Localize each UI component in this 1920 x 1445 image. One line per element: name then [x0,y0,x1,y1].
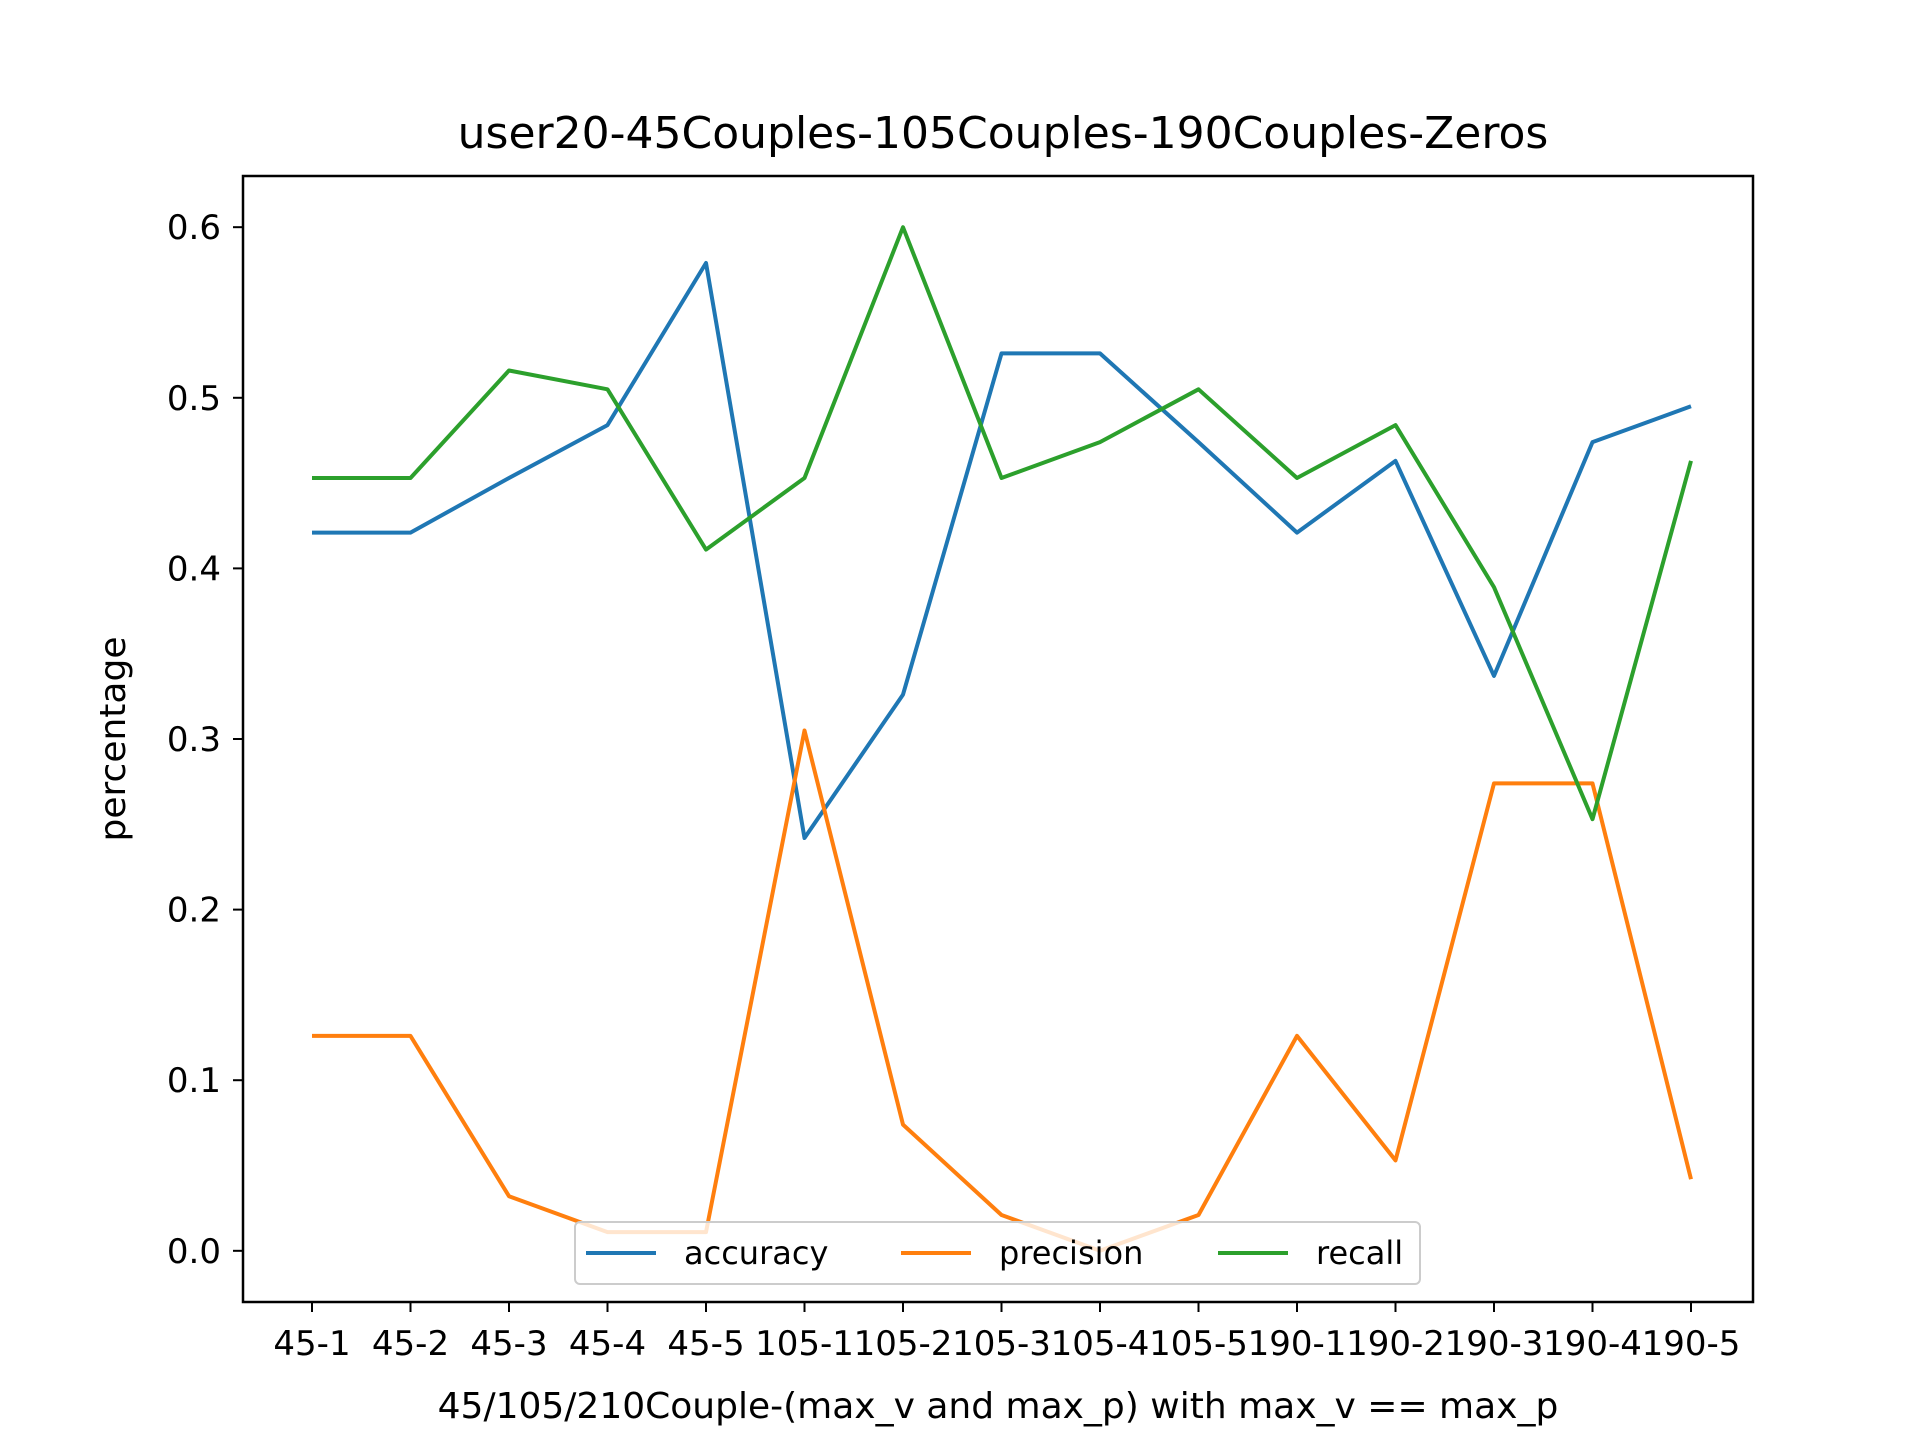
x-tick-label: 190-1 [1248,1324,1347,1364]
y-tick-label: 0.6 [167,208,221,248]
legend-label: precision [999,1234,1143,1272]
x-tick-label: 105-4 [1051,1324,1150,1364]
x-tick-label: 190-2 [1346,1324,1445,1364]
x-tick-label: 45-4 [569,1324,646,1364]
series-line-accuracy [312,261,1692,840]
legend-item-recall: recall [1218,1234,1403,1272]
y-axis: 0.0 0.1 0.2 0.3 0.4 0.5 0.6 [167,208,243,1272]
legend-items: accuracy precision recall [586,1234,1403,1272]
x-tick-label: 190-5 [1642,1324,1741,1364]
legend: accuracy precision recall [574,1221,1421,1285]
x-tick-label: 105-2 [854,1324,953,1364]
legend-label: accuracy [684,1234,828,1272]
legend-item-precision: precision [901,1234,1143,1272]
x-axis: 45-1 45-2 45-3 45-4 45-5 105-1 105-2 105-3 105-4… [273,1302,1740,1364]
legend-box [574,1221,1421,1285]
x-tick-label: 105-1 [755,1324,854,1364]
y-tick-label: 0.0 [167,1232,221,1272]
legend-label: recall [1316,1234,1403,1272]
y-tick-label: 0.5 [167,379,221,419]
x-tick-label: 45-5 [667,1324,744,1364]
legend-item-accuracy: accuracy [586,1234,828,1272]
x-tick-label: 45-2 [372,1324,449,1364]
series-layer [312,225,1693,1253]
x-tick-label: 190-4 [1543,1324,1642,1364]
chart-title: user20-45Couples-105Couples-190Couples-Z… [458,108,1549,159]
series-line-precision [312,728,1693,1253]
x-tick-label: 45-1 [273,1324,350,1364]
x-tick-label: 45-3 [470,1324,547,1364]
x-tick-label: 190-3 [1445,1324,1544,1364]
y-axis-title: percentage [93,637,134,842]
x-tick-label: 105-3 [952,1324,1051,1364]
y-tick-label: 0.1 [167,1061,221,1101]
series-line-recall [312,225,1693,822]
y-tick-label: 0.2 [167,891,221,931]
y-tick-label: 0.4 [167,549,221,589]
y-tick-label: 0.3 [167,720,221,760]
x-axis-title: 45/105/210Couple-(max_v and max_p) with … [438,1386,1559,1427]
x-tick-label: 105-5 [1149,1324,1248,1364]
